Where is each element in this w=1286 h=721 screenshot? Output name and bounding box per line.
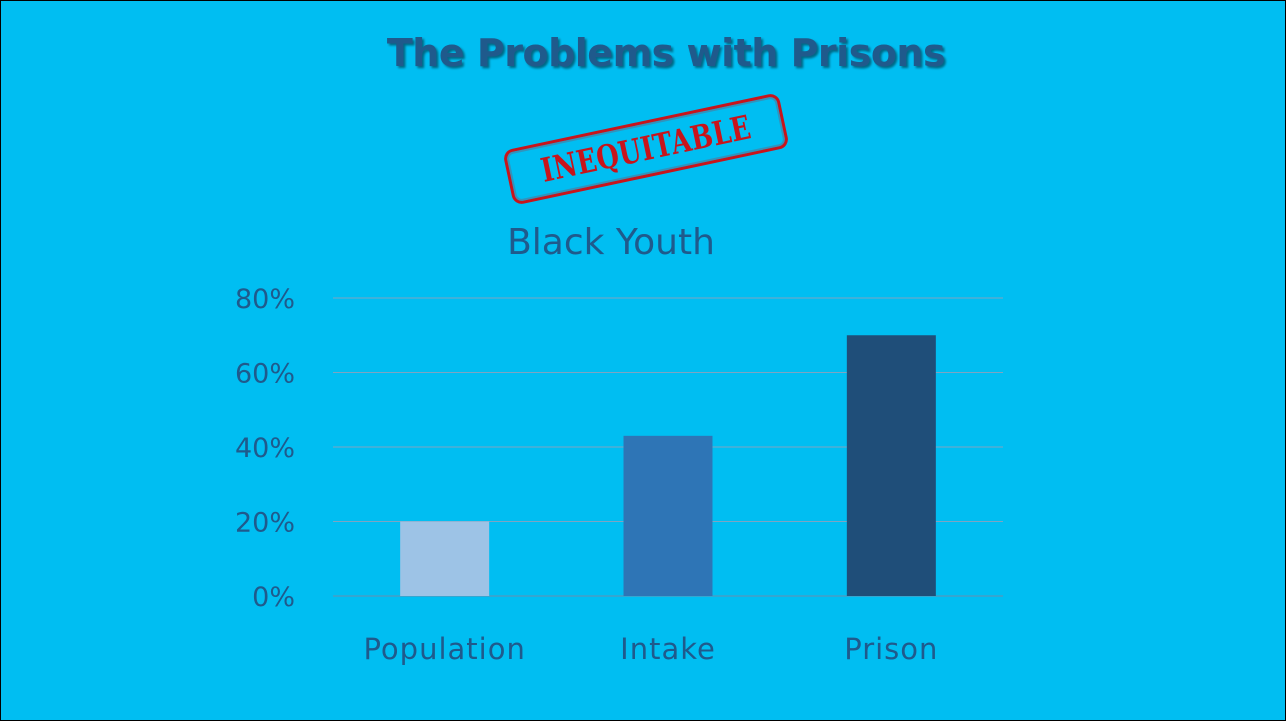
x-category-label: Prison bbox=[844, 632, 938, 666]
y-tick-label: 80% bbox=[235, 284, 295, 315]
y-axis-ticks: 0% 20% 40% 60% 80% bbox=[235, 284, 295, 613]
x-axis-categories: Population Intake Prison bbox=[363, 632, 938, 666]
chart-title: Black Youth bbox=[507, 222, 715, 263]
bar-population bbox=[400, 521, 490, 596]
slide-title: The Problems with Prisons bbox=[386, 31, 946, 75]
bars bbox=[400, 335, 936, 596]
y-tick-label: 0% bbox=[252, 582, 295, 613]
x-category-label: Intake bbox=[620, 632, 716, 666]
y-tick-label: 20% bbox=[235, 508, 295, 539]
y-tick-label: 40% bbox=[235, 433, 295, 464]
bar-prison bbox=[846, 335, 936, 596]
x-category-label: Population bbox=[363, 632, 525, 666]
bar-intake bbox=[623, 435, 713, 596]
y-tick-label: 60% bbox=[235, 359, 295, 390]
